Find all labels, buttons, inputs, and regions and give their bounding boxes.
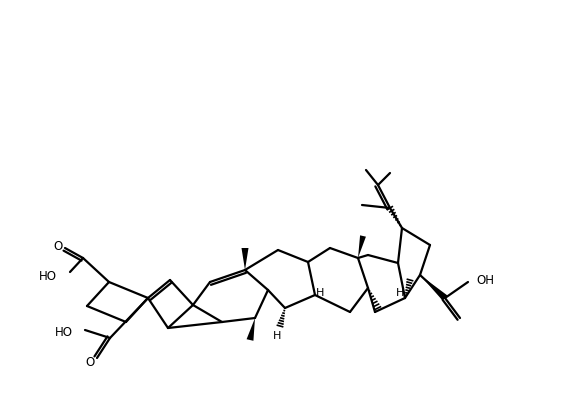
Text: H: H bbox=[273, 331, 281, 341]
Text: O: O bbox=[85, 356, 95, 369]
Text: O: O bbox=[54, 239, 63, 253]
Text: H: H bbox=[316, 288, 324, 298]
Polygon shape bbox=[242, 248, 249, 270]
Text: H: H bbox=[396, 288, 404, 298]
Polygon shape bbox=[358, 235, 366, 258]
Polygon shape bbox=[246, 318, 255, 341]
Text: OH: OH bbox=[476, 274, 494, 286]
Polygon shape bbox=[420, 275, 447, 301]
Text: HO: HO bbox=[55, 326, 73, 339]
Text: HO: HO bbox=[39, 269, 57, 282]
